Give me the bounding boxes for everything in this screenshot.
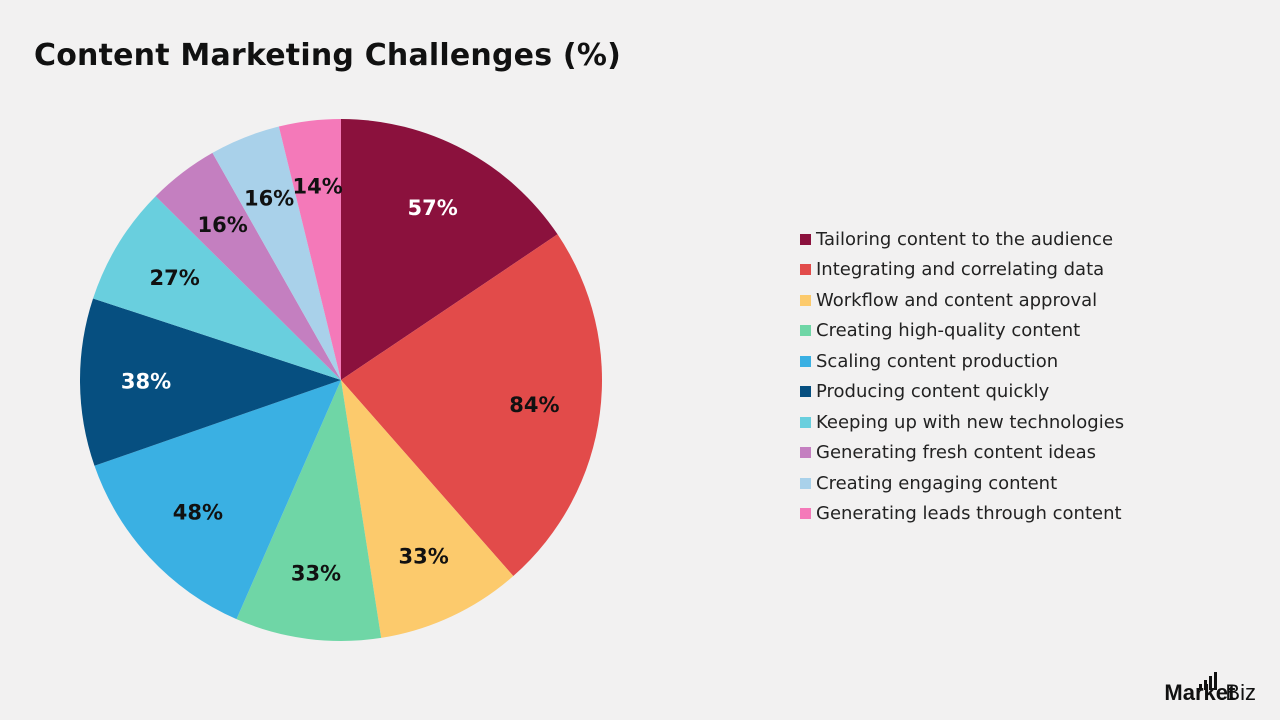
legend-label: Keeping up with new technologies xyxy=(816,411,1125,433)
legend-item: Keeping up with new technologies xyxy=(800,407,1124,438)
pie-slice xyxy=(341,380,514,638)
legend-label: Producing content quickly xyxy=(816,381,1050,403)
pie-slice xyxy=(341,234,602,577)
legend-item: Creating high-quality content xyxy=(800,316,1124,347)
legend-swatch xyxy=(800,416,811,428)
pie-slice xyxy=(94,380,341,620)
legend-label: Generating fresh content ideas xyxy=(816,442,1097,464)
pie-slice xyxy=(341,119,558,380)
legend-item: Producing content quickly xyxy=(800,377,1124,408)
legend-label: Tailoring content to the audience xyxy=(816,228,1114,250)
pie-slice xyxy=(93,196,341,380)
legend-swatch xyxy=(800,325,811,337)
pie-slice xyxy=(236,380,382,641)
legend-label: Creating high-quality content xyxy=(816,320,1081,342)
chart-title: Content Marketing Challenges (%) xyxy=(34,38,621,73)
legend-swatch xyxy=(800,264,811,276)
slice-label: 84% xyxy=(509,393,559,417)
legend-item: Scaling content production xyxy=(800,346,1124,377)
slice-label: 27% xyxy=(150,266,200,290)
legend-item: Integrating and correlating data xyxy=(800,255,1124,286)
legend-item: Generating leads through content xyxy=(800,499,1124,530)
brand-bars-icon xyxy=(1199,672,1218,690)
legend-label: Generating leads through content xyxy=(816,503,1122,525)
chart-legend: Tailoring content to the audience Integra… xyxy=(800,224,1124,529)
slice-label: 16% xyxy=(197,213,247,237)
legend-item: Workflow and content approval xyxy=(800,285,1124,316)
slice-label: 57% xyxy=(408,196,458,220)
legend-item: Creating engaging content xyxy=(800,468,1124,499)
legend-swatch xyxy=(800,477,811,489)
brand-name-rest: .Biz xyxy=(1219,680,1256,705)
slice-label: 33% xyxy=(399,545,449,569)
slice-label: 16% xyxy=(244,187,294,211)
legend-label: Creating engaging content xyxy=(816,472,1058,494)
slice-label: 48% xyxy=(173,500,223,524)
brand-logo: Market .Biz xyxy=(1164,672,1256,706)
legend-swatch xyxy=(800,294,811,306)
legend-label: Integrating and correlating data xyxy=(816,259,1105,281)
legend-label: Workflow and content approval xyxy=(816,289,1098,311)
pie-slice xyxy=(155,152,341,380)
slice-label: 14% xyxy=(292,174,342,198)
legend-swatch xyxy=(800,233,811,245)
pie-slice xyxy=(278,119,341,380)
legend-label: Scaling content production xyxy=(816,350,1059,372)
legend-item: Generating fresh content ideas xyxy=(800,438,1124,469)
legend-swatch xyxy=(800,447,811,459)
pie-slice xyxy=(212,126,341,380)
legend-swatch xyxy=(800,508,811,520)
slice-label: 38% xyxy=(121,370,171,394)
legend-item: Tailoring content to the audience xyxy=(800,224,1124,255)
pie-slice xyxy=(80,298,341,466)
slice-label: 33% xyxy=(291,561,341,585)
pie-chart: 57%84%33%33%48%38%27%16%16%14% xyxy=(80,119,602,641)
legend-swatch xyxy=(800,386,811,398)
legend-swatch xyxy=(800,355,811,367)
